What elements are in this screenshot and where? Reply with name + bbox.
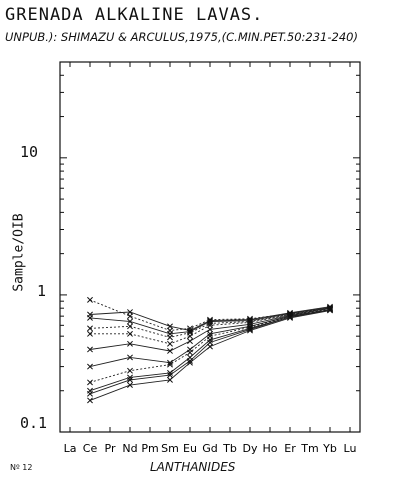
data-point-2-2 — [127, 309, 133, 315]
data-point-11-3 — [167, 376, 173, 383]
data-point-9-3 — [167, 369, 173, 376]
data-point-6-3 — [167, 348, 173, 354]
x-tick-label-Ce: Ce — [83, 442, 98, 455]
data-point-8-4 — [187, 349, 193, 356]
y-tick-label-1: 1 — [37, 282, 47, 300]
data-point-4-1 — [87, 325, 93, 332]
chart-title: GRENADA ALKALINE LAVAS. — [5, 5, 264, 25]
data-point-11-1 — [87, 397, 93, 404]
figure-number: Nº 12 — [10, 463, 33, 472]
y-tick-label-0.1: 0.1 — [20, 414, 48, 432]
data-point-4-5 — [207, 320, 213, 327]
data-point-6-4 — [187, 338, 193, 345]
x-tick-label-Pm: Pm — [141, 442, 158, 455]
data-point-3-2 — [127, 318, 133, 325]
series-line-3 — [89, 307, 331, 335]
data-point-10-3 — [167, 372, 173, 379]
x-tick-label-Dy: Dy — [243, 442, 258, 455]
data-point-6-1 — [87, 346, 93, 353]
data-point-8-1 — [87, 379, 93, 386]
data-point-10-4 — [187, 357, 193, 364]
x-tick-label-Tb: Tb — [222, 442, 237, 455]
x-tick-label-Pr: Pr — [105, 442, 116, 455]
x-tick-label-Nd: Nd — [122, 442, 137, 455]
x-tick-label-Tm: Tm — [300, 442, 318, 455]
data-point-7-2 — [127, 354, 133, 361]
data-point-4-3 — [167, 334, 173, 341]
data-point-11-8 — [327, 307, 333, 314]
series-line-7 — [89, 309, 331, 368]
data-point-8-2 — [127, 367, 133, 374]
data-point-6-5 — [207, 326, 213, 333]
data-point-10-8 — [327, 306, 333, 313]
x-tick-label-Lu: Lu — [344, 442, 357, 455]
x-tick-label-La: La — [64, 442, 77, 455]
data-point-2-3 — [167, 323, 173, 330]
x-tick-label-Yb: Yb — [322, 442, 337, 455]
series-line-10 — [89, 309, 331, 395]
data-point-5-1 — [87, 330, 93, 337]
x-tick-label-Eu: Eu — [183, 442, 197, 455]
data-point-3-1 — [87, 314, 93, 321]
y-tick-label-10: 10 — [20, 143, 39, 161]
data-point-9-2 — [127, 374, 133, 381]
series-line-2 — [89, 306, 331, 331]
x-axis-label: LANTHANIDES — [150, 460, 236, 474]
series-line-11 — [89, 310, 331, 401]
data-point-7-1 — [87, 363, 93, 370]
chart-subtitle: UNPUB.): SHIMAZU & ARCULUS,1975,(C.MIN.P… — [5, 30, 358, 44]
data-point-11-2 — [127, 382, 133, 389]
data-point-6-2 — [127, 340, 133, 347]
x-tick-label-Gd: Gd — [202, 442, 218, 455]
data-point-8-3 — [167, 361, 173, 368]
data-point-1-1 — [87, 296, 93, 303]
data-point-10-1 — [87, 390, 93, 397]
data-point-10-2 — [127, 376, 133, 383]
data-point-11-6 — [247, 327, 253, 334]
series-line-4 — [89, 307, 331, 338]
data-point-11-5 — [207, 343, 213, 350]
plot-frame — [59, 61, 361, 433]
x-tick-label-Sm: Sm — [161, 442, 179, 455]
data-point-11-4 — [187, 359, 193, 366]
data-point-5-4 — [187, 333, 193, 340]
data-point-5-2 — [127, 330, 133, 337]
x-tick-label-Er: Er — [284, 442, 296, 455]
x-tick-label-Ho: Ho — [262, 442, 277, 455]
data-point-4-2 — [127, 323, 133, 330]
data-point-11-7 — [287, 314, 293, 321]
data-point-5-3 — [167, 340, 173, 347]
series-line-6 — [89, 307, 331, 352]
series-line-8 — [89, 308, 331, 383]
